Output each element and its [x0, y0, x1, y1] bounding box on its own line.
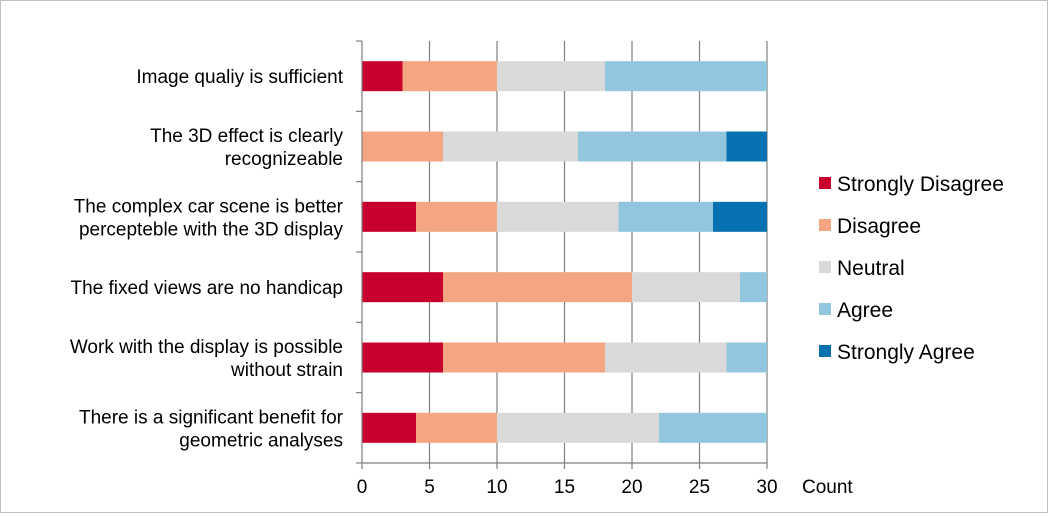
bar-disagree [402, 61, 497, 92]
bars [362, 61, 767, 443]
category-labels: Image qualiy is sufficient The 3D effect … [70, 67, 344, 451]
bar-strongly-disagree [362, 272, 443, 303]
legend-label-neutral: Neutral [837, 257, 905, 280]
bar-disagree [416, 201, 497, 232]
legend-label-agree: Agree [837, 299, 893, 322]
legend-label-strongly-agree: Strongly Agree [837, 341, 975, 364]
legend-label-disagree: Disagree [837, 215, 921, 238]
x-tick-label: 10 [486, 477, 507, 498]
category-label: Image qualiy is sufficient [136, 67, 343, 88]
bar-disagree [443, 272, 632, 303]
x-tick-label: 15 [554, 477, 575, 498]
legend-swatch-agree [819, 303, 831, 315]
legend-label-strongly-disagree: Strongly Disagree [837, 173, 1004, 196]
bar-strongly-disagree [362, 342, 443, 373]
bar-agree [726, 342, 767, 373]
bar-neutral [497, 201, 619, 232]
legend-swatch-neutral [819, 261, 831, 273]
x-tick-label: 5 [424, 477, 435, 498]
legend-swatch-disagree [819, 219, 831, 231]
bar-strongly-disagree [362, 201, 416, 232]
bar-disagree [362, 131, 443, 162]
bar-disagree [416, 412, 497, 443]
bar-agree [578, 131, 727, 162]
x-axis-title: Count [802, 477, 853, 498]
tick-labels: 0 5 10 15 20 25 30 Count [357, 477, 854, 498]
bar-disagree [443, 342, 605, 373]
category-label: Work with the display is possible without… [70, 337, 343, 381]
bar-agree [605, 61, 767, 92]
bar-neutral [605, 342, 727, 373]
bar-neutral [497, 61, 605, 92]
bar-neutral [632, 272, 740, 303]
legend-swatch-strongly-agree [819, 345, 831, 357]
bar-neutral [443, 131, 578, 162]
bar-agree [618, 201, 713, 232]
bar-strongly-disagree [362, 61, 403, 92]
gridlines [428, 41, 768, 463]
bar-strongly-disagree [362, 412, 416, 443]
x-tick-label: 30 [756, 477, 777, 498]
category-label: There is a significant benefit for geomet… [79, 407, 344, 451]
bar-agree [740, 272, 767, 303]
legend: Strongly Disagree Disagree Neutral Agree Str… [819, 173, 1004, 364]
x-tick-label: 0 [357, 477, 368, 498]
category-label: The complex car scene is better percepteb… [74, 196, 344, 240]
bar-strongly-agree [713, 201, 767, 232]
bar-agree [659, 412, 767, 443]
axes [356, 40, 768, 469]
category-label: The fixed views are no handicap [71, 278, 344, 299]
x-tick-label: 20 [621, 477, 642, 498]
x-tick-label: 25 [689, 477, 710, 498]
legend-swatch-strongly-disagree [819, 177, 831, 189]
bar-neutral [497, 412, 659, 443]
bar-strongly-agree [726, 131, 767, 162]
category-label: The 3D effect is clearly recognizeable [150, 126, 343, 170]
